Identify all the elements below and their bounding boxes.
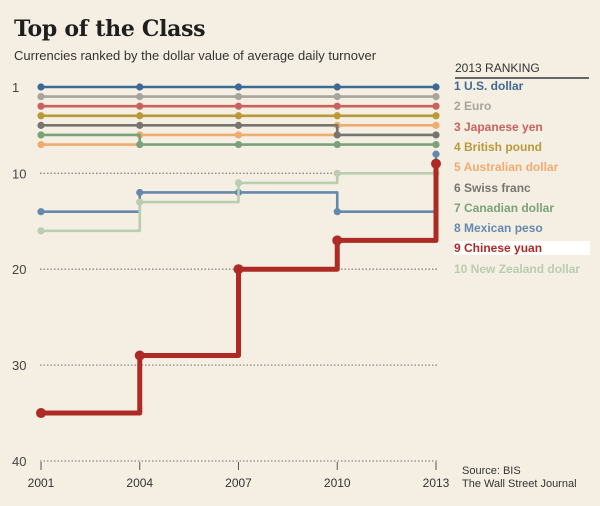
- series-line-swiss-franc: [41, 124, 436, 137]
- source-note: Source: BIS The Wall Street Journal: [462, 465, 577, 491]
- data-point: [134, 350, 145, 361]
- x-tick-label: 2010: [324, 476, 351, 490]
- legend-item: 1 U.S. dollar: [454, 79, 524, 93]
- y-tick-label: 10: [12, 166, 26, 181]
- data-point: [37, 208, 45, 216]
- series-line-canadian-dollar: [41, 133, 436, 146]
- data-point: [136, 83, 144, 91]
- data-point: [333, 131, 341, 139]
- legend-item: 7 Canadian dollar: [454, 200, 555, 215]
- data-point: [234, 140, 243, 149]
- data-point: [234, 83, 243, 91]
- legend-item: 10 New Zealand dollar: [454, 261, 581, 276]
- chart-title: Top of the Class: [14, 16, 206, 42]
- legend-item: 3 Japanese yen: [454, 119, 543, 134]
- y-tick-label: 40: [12, 454, 26, 469]
- data-point: [432, 83, 440, 91]
- data-point: [333, 112, 341, 120]
- data-point: [136, 112, 144, 120]
- legend-item: 9 Chinese yuan: [454, 241, 590, 256]
- data-point: [431, 158, 441, 169]
- data-point: [234, 112, 243, 120]
- legend-item: 8 Mexican peso: [454, 221, 543, 236]
- data-point: [332, 235, 343, 246]
- data-point: [432, 131, 440, 139]
- data-point: [333, 140, 341, 149]
- data-point: [37, 121, 45, 129]
- publisher-line: The Wall Street Journal: [462, 478, 577, 490]
- data-point: [234, 102, 243, 110]
- data-point: [36, 408, 46, 419]
- data-point: [333, 169, 341, 177]
- chart-subtitle: Currencies ranked by the dollar value of…: [14, 48, 377, 63]
- y-tick-label: 30: [12, 358, 26, 373]
- data-point: [432, 92, 440, 101]
- data-point: [37, 112, 45, 120]
- data-point: [432, 121, 440, 129]
- source-line: Source: BIS: [462, 465, 521, 477]
- y-tick-label: 1: [12, 80, 19, 95]
- data-point: [136, 92, 144, 101]
- data-point: [136, 102, 144, 110]
- y-tick-label: 20: [12, 262, 26, 277]
- data-point: [333, 83, 341, 91]
- data-point: [136, 188, 144, 197]
- x-tick-label: 2007: [225, 476, 252, 490]
- data-point: [234, 131, 243, 139]
- data-point: [333, 102, 341, 110]
- x-tick-label: 2001: [28, 476, 55, 490]
- data-point: [37, 102, 45, 110]
- data-point: [136, 140, 144, 149]
- x-tick-label: 2013: [423, 476, 450, 490]
- data-point: [333, 208, 341, 216]
- legend-title: 2013 RANKING: [455, 61, 589, 79]
- data-point: [234, 179, 243, 187]
- legend-item: 6 Swiss franc: [454, 180, 531, 195]
- data-point: [136, 121, 144, 129]
- data-point: [432, 112, 440, 120]
- data-point: [333, 92, 341, 101]
- data-point: [234, 92, 243, 101]
- x-tick-label: 2004: [126, 476, 153, 490]
- data-point: [37, 227, 45, 235]
- legend-item: 5 Australian dollar: [454, 160, 559, 175]
- data-point: [37, 140, 45, 149]
- data-point: [432, 140, 440, 149]
- data-point: [233, 264, 244, 275]
- data-point: [37, 83, 45, 91]
- data-point: [234, 121, 243, 129]
- data-point: [432, 150, 440, 158]
- legend-item: 4 British pound: [454, 139, 542, 154]
- data-point: [136, 198, 144, 206]
- data-point: [432, 102, 440, 110]
- data-point: [37, 131, 45, 139]
- legend-item: 2 Euro: [454, 99, 492, 114]
- data-point: [37, 92, 45, 101]
